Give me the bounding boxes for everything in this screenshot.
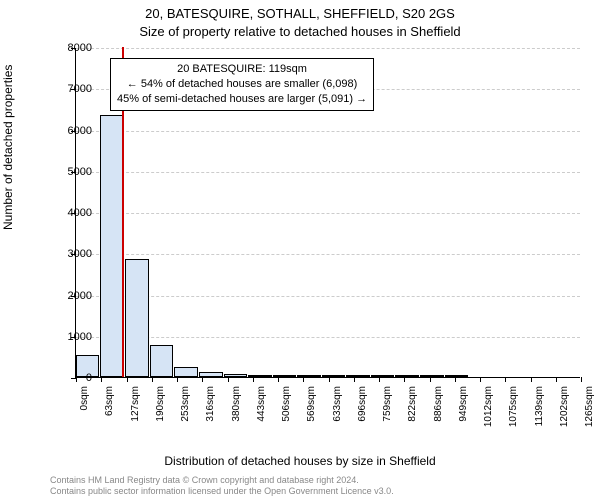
xtick-mark <box>202 377 203 382</box>
grid-line <box>76 254 580 255</box>
xtick-label: 506sqm <box>281 386 292 422</box>
histogram-bar <box>125 259 148 377</box>
xtick-mark <box>404 377 405 382</box>
histogram-bar <box>346 375 369 377</box>
xtick-mark <box>127 377 128 382</box>
ytick-label: 2000 <box>52 290 92 302</box>
histogram-bar <box>100 115 124 377</box>
ytick-label: 7000 <box>52 83 92 95</box>
grid-line <box>76 172 580 173</box>
xtick-label: 949sqm <box>458 386 469 422</box>
histogram-bar <box>273 375 296 377</box>
xtick-label: 127sqm <box>130 386 141 422</box>
title-address: 20, BATESQUIRE, SOTHALL, SHEFFIELD, S20 … <box>0 6 600 21</box>
xtick-label: 1012sqm <box>483 386 494 427</box>
annotation-line1: 20 BATESQUIRE: 119sqm <box>117 62 367 77</box>
xtick-mark <box>329 377 330 382</box>
ytick-label: 3000 <box>52 248 92 260</box>
xtick-mark <box>101 377 102 382</box>
footer-line1: Contains HM Land Registry data © Crown c… <box>50 475 394 487</box>
xtick-mark <box>228 377 229 382</box>
xtick-label: 696sqm <box>357 386 368 422</box>
grid-line <box>76 213 580 214</box>
histogram-bar <box>150 345 173 377</box>
xtick-mark <box>480 377 481 382</box>
chart-container: 20, BATESQUIRE, SOTHALL, SHEFFIELD, S20 … <box>0 0 600 500</box>
title-subtitle: Size of property relative to detached ho… <box>0 24 600 39</box>
xtick-label: 1202sqm <box>559 386 570 427</box>
footer-attribution: Contains HM Land Registry data © Crown c… <box>50 475 394 498</box>
x-axis-label: Distribution of detached houses by size … <box>0 454 600 468</box>
xtick-mark <box>177 377 178 382</box>
xtick-label: 443sqm <box>256 386 267 422</box>
xtick-mark <box>303 377 304 382</box>
xtick-label: 316sqm <box>205 386 216 422</box>
xtick-label: 0sqm <box>79 386 90 410</box>
xtick-mark <box>531 377 532 382</box>
grid-line <box>76 48 580 49</box>
ytick-label: 6000 <box>52 125 92 137</box>
annotation-line3: 45% of semi-detached houses are larger (… <box>117 92 367 107</box>
annotation-box: 20 BATESQUIRE: 119sqm ← 54% of detached … <box>110 58 374 111</box>
xtick-mark <box>354 377 355 382</box>
xtick-mark <box>379 377 380 382</box>
xtick-label: 569sqm <box>306 386 317 422</box>
ytick-label: 4000 <box>52 207 92 219</box>
xtick-label: 63sqm <box>104 386 115 416</box>
histogram-bar <box>371 375 394 377</box>
xtick-mark <box>152 377 153 382</box>
xtick-label: 759sqm <box>382 386 393 422</box>
ytick-label: 8000 <box>52 42 92 54</box>
histogram-bar <box>297 375 321 377</box>
ytick-label: 1000 <box>52 331 92 343</box>
grid-line <box>76 337 580 338</box>
ytick-label: 0 <box>52 372 92 384</box>
xtick-mark <box>455 377 456 382</box>
y-axis-label: Number of detached properties <box>1 65 15 230</box>
histogram-bar <box>248 375 271 377</box>
xtick-label: 1139sqm <box>534 386 545 426</box>
xtick-label: 1265sqm <box>584 386 595 427</box>
histogram-bar <box>445 375 468 377</box>
grid-line <box>76 296 580 297</box>
annotation-line2: ← 54% of detached houses are smaller (6,… <box>117 77 367 92</box>
xtick-mark <box>581 377 582 382</box>
xtick-label: 822sqm <box>407 386 418 422</box>
xtick-label: 1075sqm <box>508 386 519 427</box>
xtick-mark <box>430 377 431 382</box>
histogram-bar <box>322 375 345 377</box>
histogram-bar <box>395 375 419 377</box>
xtick-label: 190sqm <box>155 386 166 422</box>
footer-line2: Contains public sector information licen… <box>50 486 394 498</box>
xtick-mark <box>278 377 279 382</box>
xtick-label: 886sqm <box>433 386 444 422</box>
xtick-mark <box>556 377 557 382</box>
histogram-bar <box>174 367 197 377</box>
grid-line <box>76 131 580 132</box>
xtick-mark <box>253 377 254 382</box>
xtick-label: 253sqm <box>180 386 191 422</box>
histogram-bar <box>420 375 443 377</box>
xtick-label: 633sqm <box>332 386 343 422</box>
ytick-label: 5000 <box>52 166 92 178</box>
xtick-mark <box>505 377 506 382</box>
xtick-label: 380sqm <box>231 386 242 422</box>
